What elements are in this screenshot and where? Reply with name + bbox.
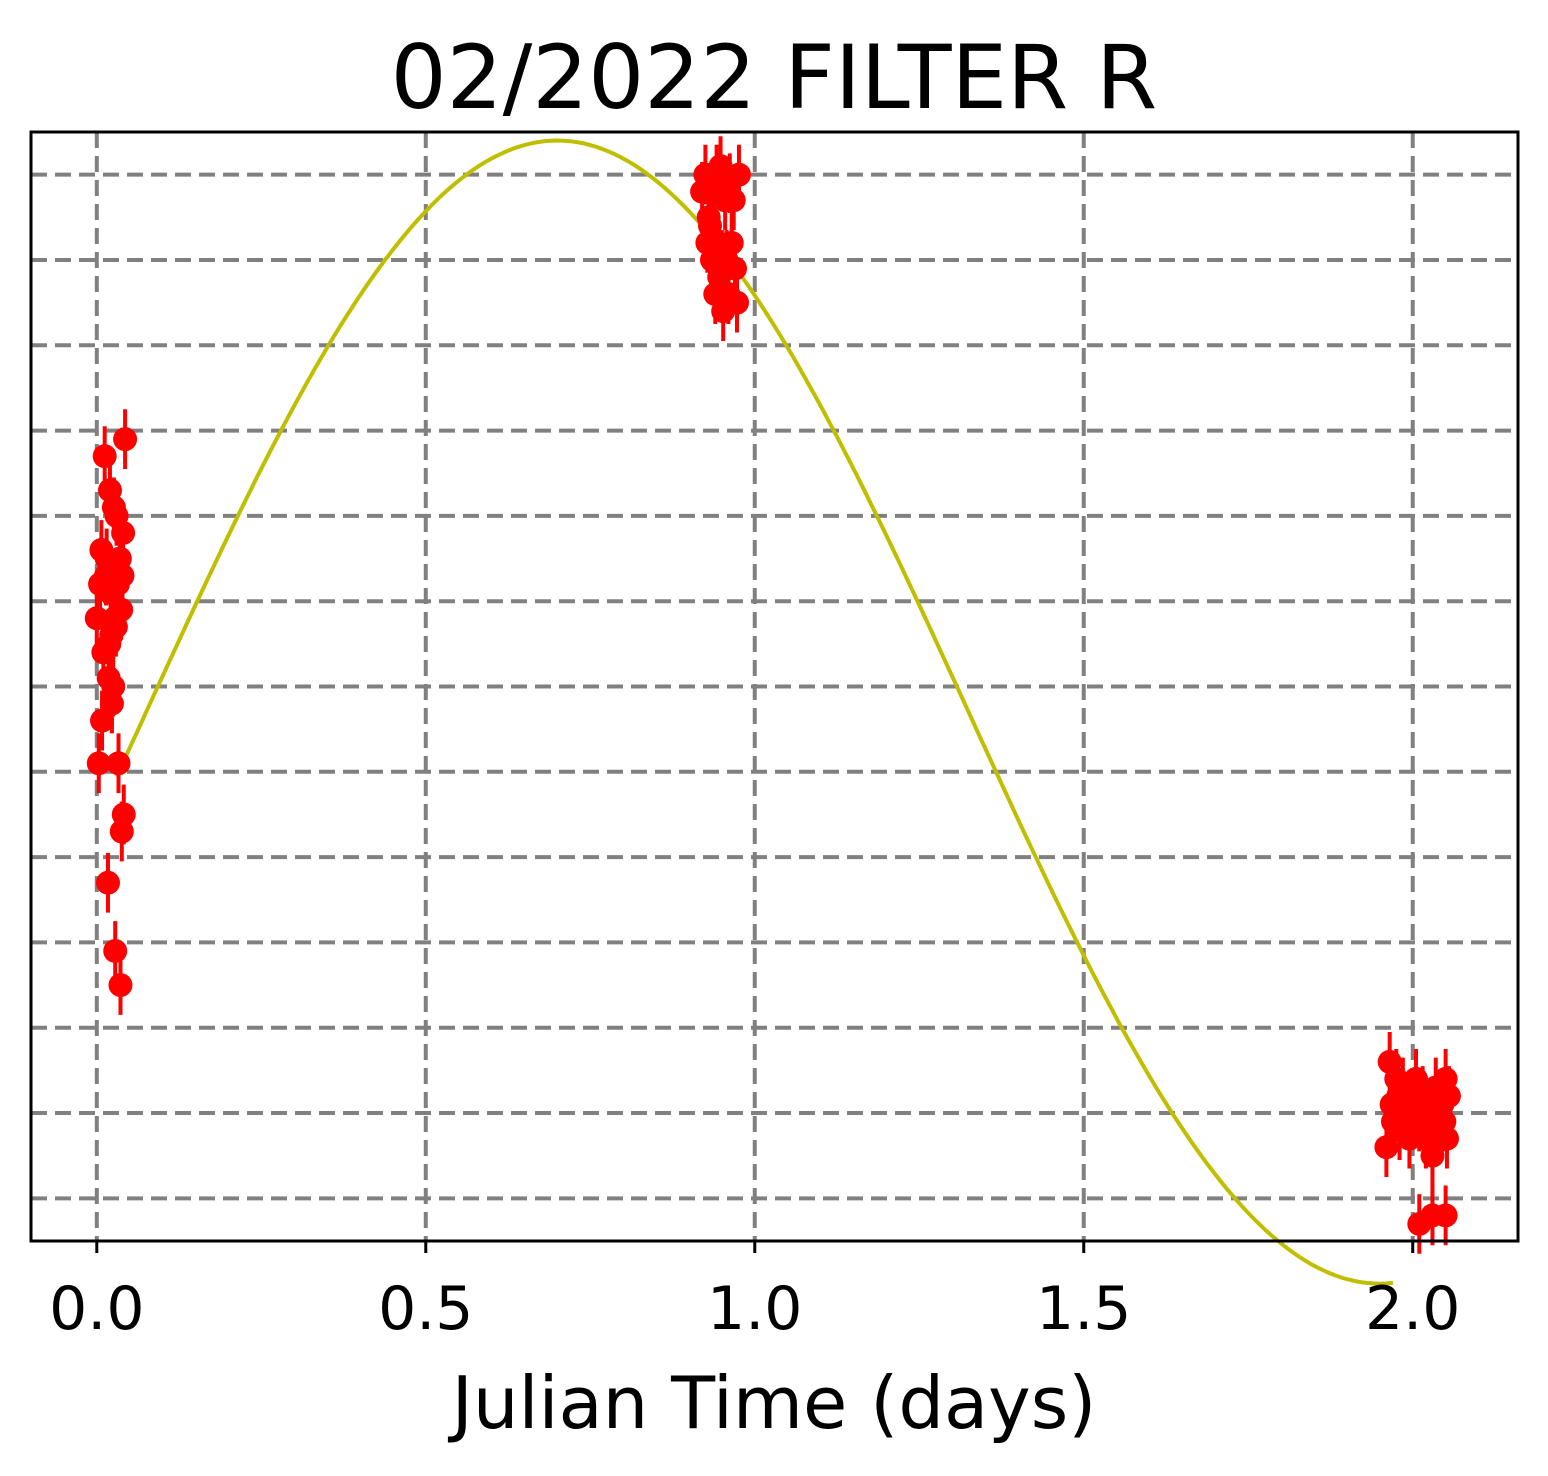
data-point-78 (1436, 1066, 1461, 1126)
data-point-21 (106, 733, 131, 794)
data-marker (111, 802, 136, 827)
data-point-18 (103, 921, 128, 981)
fit-curve-line (114, 138, 1394, 1286)
data-marker (95, 870, 120, 895)
data-marker (103, 938, 128, 963)
data-point-29 (103, 596, 128, 657)
chart-title: 02/2022 FILTER R (391, 26, 1158, 129)
data-marker (723, 256, 748, 281)
data-point-15 (101, 656, 126, 717)
data-marker (719, 230, 744, 255)
data-point-81 (1433, 1185, 1458, 1246)
data-point-31 (110, 545, 135, 606)
data-point-27 (113, 409, 138, 469)
x-ticks: 0.0 0.5 1.0 1.5 2.0 (49, 1241, 1460, 1344)
data-marker (721, 188, 746, 213)
data-marker (726, 162, 751, 187)
x-tick-label-4: 2.0 (1365, 1274, 1460, 1344)
x-tick-label-0: 0.0 (49, 1274, 144, 1344)
data-marker (1436, 1083, 1461, 1108)
data-point-54 (726, 144, 751, 205)
x-axis-label: Julian Time (days) (448, 1361, 1097, 1445)
data-marker (86, 751, 111, 776)
data-marker (724, 290, 749, 315)
data-point-9 (95, 852, 120, 913)
data-point-30 (108, 955, 133, 1015)
data-marker (111, 520, 136, 545)
data-marker (108, 973, 133, 998)
data-point-26 (111, 784, 136, 845)
x-tick-label-3: 1.5 (1036, 1274, 1131, 1344)
plot-frame (29, 130, 1520, 1243)
grid-lines (31, 132, 1518, 1241)
x-tick-label-1: 0.5 (378, 1274, 473, 1344)
data-marker (103, 614, 128, 639)
fit-curve-layer (114, 138, 1394, 1286)
data-marker (1433, 1203, 1458, 1228)
data-marker (92, 444, 117, 469)
data-point-53 (724, 272, 749, 333)
x-tick-label-2: 1.0 (707, 1274, 802, 1344)
data-point-1 (86, 733, 111, 794)
data-marker (101, 674, 126, 699)
data-marker (106, 751, 131, 776)
data-marker (110, 563, 135, 588)
data-marker (113, 427, 138, 452)
data-marker (1434, 1126, 1459, 1151)
data-points-layer (84, 136, 1461, 1254)
